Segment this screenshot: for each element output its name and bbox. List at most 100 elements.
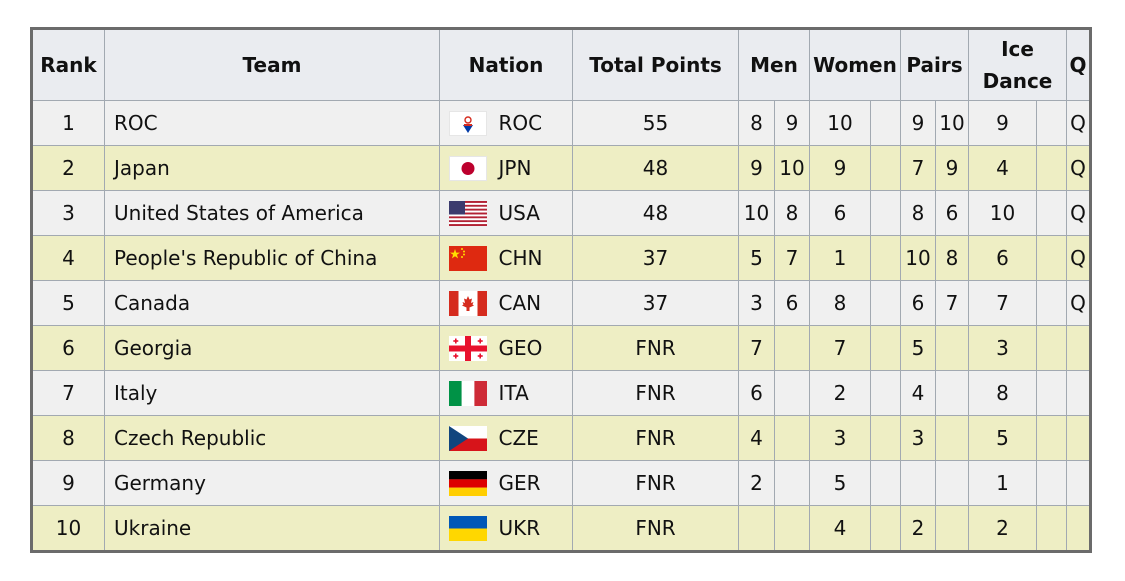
pairs-score-cell: 5 [900, 325, 936, 371]
women-score-cell: 8 [809, 280, 871, 326]
women-score-cell: 7 [809, 325, 871, 371]
men-score-cell: 2 [738, 460, 775, 506]
header-ice-dance: Ice Dance [968, 28, 1067, 101]
flag-cell [439, 235, 491, 281]
team-cell: Italy [104, 370, 440, 416]
men-second-cell [774, 505, 810, 552]
ice-dance-second-cell [1036, 145, 1067, 191]
germany-flag-icon [449, 471, 488, 496]
ukraine-flag-icon [449, 516, 488, 541]
table-row-geo: 6 Georgia GEO FNR 7 7 5 3 [31, 325, 1091, 371]
rank-cell: 3 [31, 190, 105, 236]
total-points-cell: 37 [572, 280, 739, 326]
qualified-cell [1066, 325, 1091, 371]
flag-cell [439, 415, 491, 461]
qualified-cell: Q [1066, 100, 1091, 146]
japan-flag-icon [449, 156, 488, 181]
pairs-score-cell: 8 [900, 190, 936, 236]
header-men: Men [738, 28, 810, 101]
table-row-cze: 8 Czech Republic CZE FNR 4 3 3 5 [31, 415, 1091, 461]
pairs-second-cell: 7 [935, 280, 969, 326]
women-score-cell: 2 [809, 370, 871, 416]
rank-cell: 7 [31, 370, 105, 416]
table-row-chn: 4 People's Republic of China CHN 37 5 7 … [31, 235, 1091, 281]
rank-cell: 6 [31, 325, 105, 371]
nation-code-cell: ROC [490, 100, 573, 146]
women-second-cell [870, 190, 901, 236]
men-second-cell [774, 325, 810, 371]
total-points-cell: FNR [572, 460, 739, 506]
table-row-ger: 9 Germany GER FNR 2 5 1 [31, 460, 1091, 506]
men-second-cell: 8 [774, 190, 810, 236]
qualified-cell: Q [1066, 280, 1091, 326]
flag-cell [439, 280, 491, 326]
total-points-cell: FNR [572, 370, 739, 416]
ice-dance-score-cell: 1 [968, 460, 1037, 506]
ice-dance-score-cell: 9 [968, 100, 1037, 146]
women-score-cell: 5 [809, 460, 871, 506]
ice-dance-second-cell [1036, 190, 1067, 236]
men-second-cell: 9 [774, 100, 810, 146]
header-q: Q [1066, 28, 1091, 101]
pairs-second-cell: 9 [935, 145, 969, 191]
czech-flag-icon [449, 426, 488, 451]
header-row: Rank Team Nation Total Points Men Women … [31, 28, 1091, 101]
women-second-cell [870, 370, 901, 416]
qualified-cell: Q [1066, 235, 1091, 281]
table-row-ukr: 10 Ukraine UKR FNR 4 2 2 [31, 505, 1091, 552]
pairs-score-cell: 2 [900, 505, 936, 552]
ice-dance-second-cell [1036, 280, 1067, 326]
nation-code-cell: GEO [490, 325, 573, 371]
women-second-cell [870, 235, 901, 281]
team-cell: Canada [104, 280, 440, 326]
nation-code-cell: UKR [490, 505, 573, 552]
ice-dance-score-cell: 6 [968, 235, 1037, 281]
nation-code-cell: USA [490, 190, 573, 236]
rank-cell: 4 [31, 235, 105, 281]
men-second-cell [774, 460, 810, 506]
canada-flag-icon [449, 291, 488, 316]
ice-dance-second-cell [1036, 325, 1067, 371]
table-row-jpn: 2 Japan JPN 48 9 10 9 7 9 4 Q [31, 145, 1091, 191]
women-second-cell [870, 505, 901, 552]
women-second-cell [870, 145, 901, 191]
ice-dance-score-cell: 8 [968, 370, 1037, 416]
header-nation: Nation [439, 28, 573, 101]
usa-flag-icon [449, 201, 488, 226]
pairs-score-cell: 3 [900, 415, 936, 461]
ice-dance-second-cell [1036, 460, 1067, 506]
pairs-second-cell: 10 [935, 100, 969, 146]
women-second-cell [870, 325, 901, 371]
pairs-score-cell [900, 460, 936, 506]
team-cell: Ukraine [104, 505, 440, 552]
flag-cell [439, 370, 491, 416]
qualified-cell: Q [1066, 145, 1091, 191]
women-score-cell: 4 [809, 505, 871, 552]
pairs-second-cell [935, 415, 969, 461]
standings-table-container: Rank Team Nation Total Points Men Women … [30, 27, 1092, 553]
roc-flag-icon [449, 111, 488, 136]
men-score-cell [738, 505, 775, 552]
women-second-cell [870, 100, 901, 146]
pairs-second-cell [935, 460, 969, 506]
header-ice-dance-line1: Ice [1001, 37, 1034, 61]
flag-cell [439, 145, 491, 191]
pairs-score-cell: 6 [900, 280, 936, 326]
header-rank: Rank [31, 28, 105, 101]
header-ice-dance-line2: Dance [982, 69, 1053, 93]
pairs-second-cell [935, 370, 969, 416]
ice-dance-score-cell: 5 [968, 415, 1037, 461]
pairs-second-cell [935, 325, 969, 371]
nation-code-cell: CHN [490, 235, 573, 281]
rank-cell: 1 [31, 100, 105, 146]
men-second-cell: 7 [774, 235, 810, 281]
team-standings-table: Rank Team Nation Total Points Men Women … [30, 27, 1092, 553]
ice-dance-second-cell [1036, 235, 1067, 281]
team-cell: United States of America [104, 190, 440, 236]
table-row-can: 5 Canada CAN 37 3 6 8 6 7 7 Q [31, 280, 1091, 326]
team-cell: Czech Republic [104, 415, 440, 461]
nation-code-cell: CZE [490, 415, 573, 461]
ice-dance-score-cell: 7 [968, 280, 1037, 326]
men-score-cell: 9 [738, 145, 775, 191]
total-points-cell: 37 [572, 235, 739, 281]
